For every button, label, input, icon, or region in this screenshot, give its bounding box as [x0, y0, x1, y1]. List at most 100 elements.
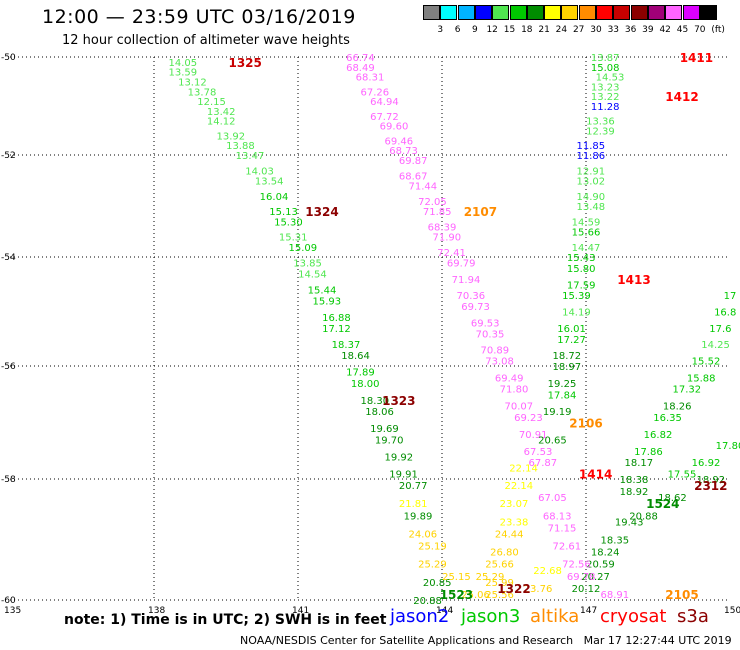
swh-value: 13.85	[293, 258, 322, 269]
swh-value: 18.30	[360, 396, 389, 407]
swh-value: 26.80	[490, 548, 519, 559]
scale-swatch	[647, 5, 665, 20]
pass-time-label: 2312	[694, 479, 727, 493]
swh-value: 14.54	[298, 269, 327, 280]
swh-value: 22.14	[509, 464, 538, 475]
swh-value: 14.19	[562, 308, 591, 319]
lon-tick-label: 138	[148, 606, 165, 616]
swh-value: 24.44	[495, 529, 524, 540]
lat-tick-label: -58	[1, 475, 16, 485]
swh-value: 19.91	[389, 469, 418, 480]
swh-value: 20.12	[572, 584, 601, 595]
swh-value: 69.73	[461, 302, 490, 313]
swh-value: 17.12	[322, 324, 351, 335]
swh-value: 66.74	[346, 53, 375, 64]
satellite-legend-jason3: jason3	[461, 606, 521, 627]
swh-value: 18.35	[600, 536, 629, 547]
pass-time-label: 1323	[382, 394, 415, 408]
swh-value: 71.15	[548, 523, 577, 534]
swh-value: 69.53	[471, 318, 500, 329]
swh-value: 71.80	[500, 385, 529, 396]
scale-label: 45	[676, 25, 689, 35]
swh-value: 15.09	[288, 243, 317, 254]
note-text: note: 1) Time is in UTC; 2) SWH is in fe…	[64, 612, 387, 628]
swh-value: 17.59	[567, 280, 596, 291]
swh-value: 13.59	[168, 68, 197, 79]
scale-swatch	[544, 5, 562, 20]
swh-value: 67.26	[360, 87, 389, 98]
scale-swatch	[578, 5, 596, 20]
swh-value: 11.28	[591, 102, 620, 113]
swh-value: 18.97	[552, 362, 581, 373]
scale-label: 12	[486, 25, 498, 35]
swh-value: 11.86	[576, 151, 605, 162]
swh-value: 15.13	[269, 207, 298, 218]
pass-time-label: 1412	[665, 90, 698, 104]
swh-value: 25.99	[485, 578, 514, 589]
scale-swatch	[509, 5, 527, 20]
swh-value: 67.72	[370, 112, 399, 123]
lon-tick-label: 141	[292, 606, 309, 616]
swh-value: 11.85	[576, 141, 605, 152]
lon-tick-label: 135	[4, 606, 21, 616]
swh-value: 18.62	[658, 493, 687, 504]
swh-value: 14.12	[207, 117, 236, 128]
swh-value: 22.68	[533, 566, 562, 577]
swh-value: 22.14	[504, 481, 533, 492]
swh-value: 19.69	[370, 424, 399, 435]
swh-value: 71.94	[452, 275, 481, 286]
swh-value: 13.22	[591, 92, 620, 103]
swh-value: 72.61	[552, 542, 581, 553]
swh-value: 18.06	[365, 407, 394, 418]
pass-time-label: 1524	[646, 497, 679, 511]
swh-value: 15.30	[274, 217, 303, 228]
scale-swatch	[596, 5, 613, 20]
swh-value: 13.12	[178, 78, 207, 89]
lat-tick-label: -52	[1, 151, 16, 161]
swh-value: 18.24	[591, 548, 620, 559]
swh-value: 23.76	[524, 584, 553, 595]
swh-value: 18.37	[332, 340, 361, 351]
map-subtitle: 12 hour collection of altimeter wave hei…	[62, 33, 350, 48]
swh-value: 68.31	[356, 73, 385, 84]
footer-credit: NOAA/NESDIS Center for Satellite Applica…	[240, 634, 732, 647]
swh-value: 13.36	[586, 117, 615, 128]
lat-tick-label: -56	[1, 362, 16, 372]
swh-value: 68.73	[389, 146, 418, 157]
scale-swatch	[423, 5, 440, 20]
swh-value: 69.49	[495, 373, 524, 384]
scale-label: 39	[642, 25, 654, 35]
scale-label: 6	[454, 25, 461, 35]
swh-value: 71.44	[408, 182, 437, 193]
pass-time-label: 1413	[617, 273, 650, 287]
swh-value: 14.05	[168, 58, 197, 69]
scale-swatch	[492, 5, 510, 20]
swh-value: 23.38	[500, 517, 529, 528]
swh-value: 20.65	[538, 435, 567, 446]
swh-value: 68.49	[346, 63, 375, 74]
scale-swatch	[457, 5, 475, 20]
swh-value: 18.38	[620, 475, 649, 486]
swh-value: 17	[724, 291, 737, 302]
swh-value: 68.13	[543, 511, 572, 522]
swh-value: 25.29	[418, 560, 447, 571]
swh-value: 12.39	[586, 127, 615, 138]
swh-value: 19.89	[404, 511, 433, 522]
swh-value: 18.17	[624, 458, 653, 469]
swh-value: 13.47	[236, 151, 265, 162]
swh-value: 14.90	[576, 192, 605, 203]
swh-value: 67.87	[528, 458, 557, 469]
swh-value: 70.36	[456, 291, 485, 302]
pass-time-label: 1523	[440, 588, 473, 602]
pass-time-label: 1324	[305, 205, 338, 219]
scale-label: 21	[538, 25, 550, 35]
swh-value: 13.48	[576, 202, 605, 213]
swh-value: 18.64	[341, 351, 370, 362]
swh-value: 25.06	[461, 590, 490, 601]
swh-value: 17.6	[709, 324, 731, 335]
lat-tick-label: -60	[1, 596, 16, 606]
swh-value: 14.03	[245, 166, 274, 177]
scale-swatch	[440, 5, 458, 20]
swh-value: 25.56	[485, 590, 514, 601]
